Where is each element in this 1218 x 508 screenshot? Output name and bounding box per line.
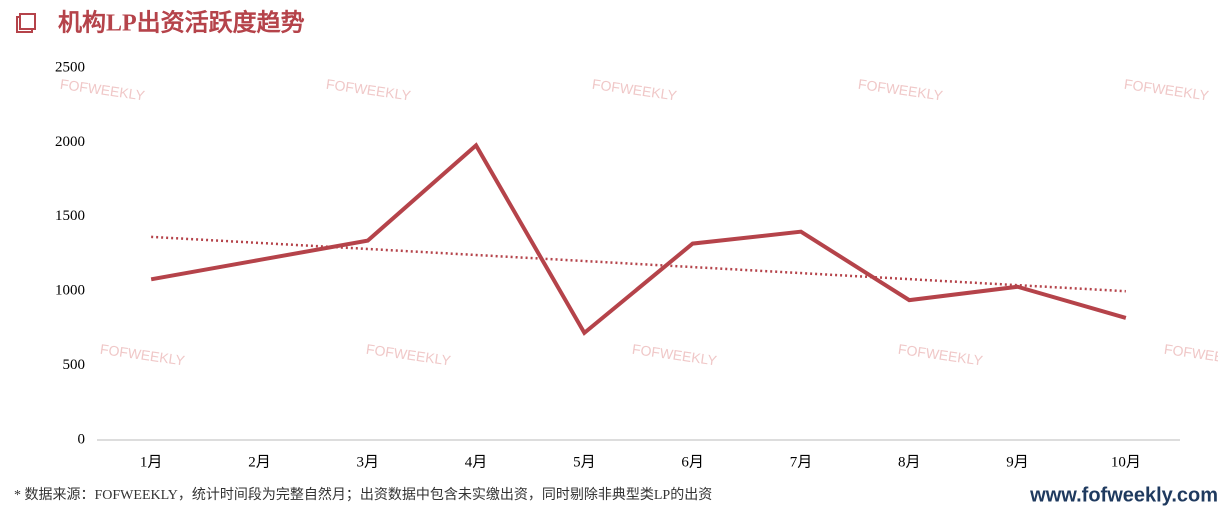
y-tick-label: 0 [78,431,86,447]
y-tick-label: 2500 [55,59,85,75]
x-tick-label: 9月 [1006,454,1029,470]
x-tick-label: 10月 [1111,454,1141,470]
x-tick-label: 6月 [681,454,704,470]
chart-title: 机构LP出资活跃度趋势 [58,9,305,37]
watermark: FOFWEEKLY [59,76,146,104]
watermark: FOFWEEKLY [897,341,984,369]
website: www.fofweekly.com [1029,484,1218,506]
trendline [151,235,1126,293]
watermark: FOFWEEKLY [631,341,718,369]
watermark: FOFWEEKLY [857,76,944,104]
watermark: FOFWEEKLY [99,341,186,369]
watermark: FOFWEEKLY [1123,76,1210,104]
x-tick-label: 7月 [790,454,813,470]
footnote: * 数据来源：FOFWEEKLY，统计时间段为完整自然月；出资数据中包含未实缴出… [14,486,712,503]
x-tick-label: 8月 [898,454,921,470]
watermark: FOFWEEKLY [591,76,678,104]
watermark: FOFWEEKLY [365,341,452,369]
watermark: FOFWEEKLY [325,76,412,104]
x-tick-label: 5月 [573,454,596,470]
x-tick-label: 4月 [465,454,488,470]
x-tick-label: 1月 [140,454,163,470]
title-icon [19,13,36,30]
y-tick-label: 2000 [55,134,85,150]
y-tick-label: 500 [63,357,86,373]
watermark: FOFWEEKLY [1163,341,1218,369]
x-tick-label: 2月 [248,454,271,470]
x-tick-label: 3月 [356,454,379,470]
y-tick-label: 1500 [55,208,85,224]
y-tick-label: 1000 [55,283,85,299]
series-line [150,142,1127,336]
